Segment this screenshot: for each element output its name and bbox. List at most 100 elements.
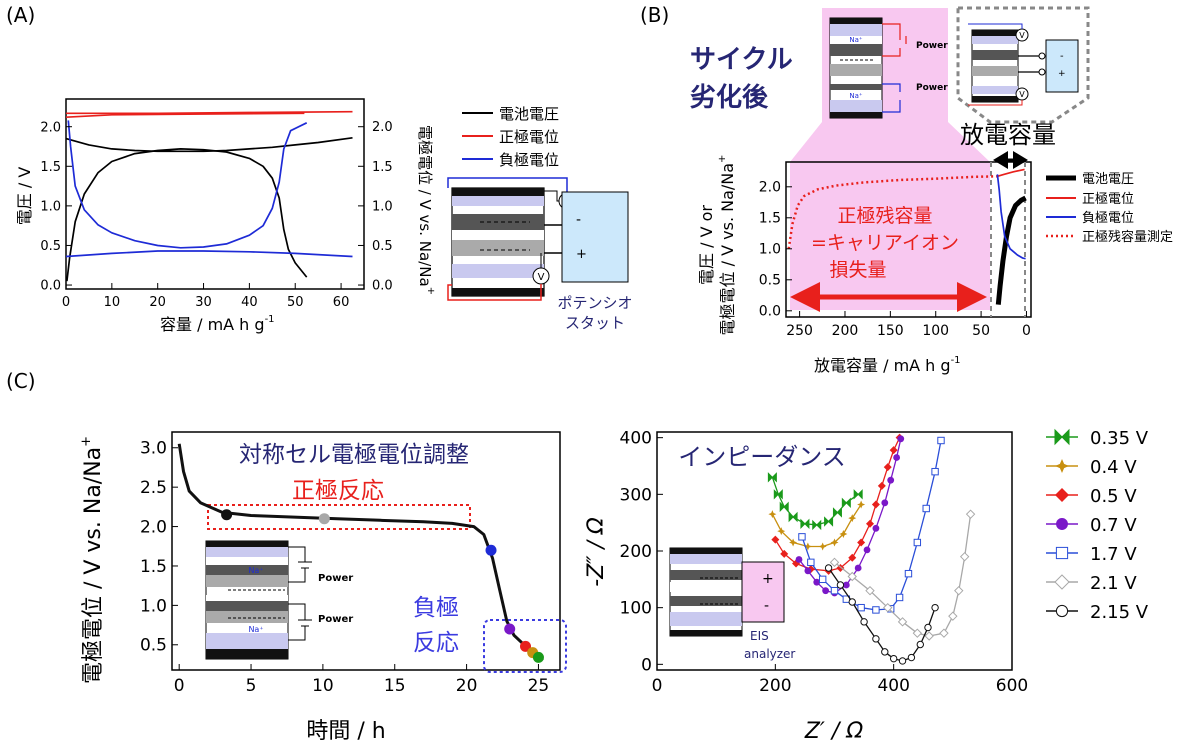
series-line-green (771, 477, 859, 526)
chart-a-frame (65, 98, 365, 290)
chart-c1-series (177, 443, 544, 663)
marker-point (504, 623, 516, 635)
series-line-black (65, 136, 353, 153)
svg-text:Na⁺: Na⁺ (248, 625, 263, 634)
y-tick-label: 2.5 (140, 478, 167, 498)
marker-point (532, 651, 544, 663)
panel-a-label: (A) (6, 3, 35, 27)
svg-text:V: V (1019, 90, 1025, 99)
y2-tick-label: 0.5 (372, 239, 393, 254)
chart-a-y2-ticks: 0.0 0.5 1.0 1.5 2.0 (358, 120, 393, 294)
x-tick-label: 60 (333, 295, 350, 310)
marker-point (848, 598, 856, 606)
chart-b-legend: 電池電圧 正極電位 負極電位 正極残容量測定 (1046, 172, 1173, 245)
chart-b-y-ticks: 0.0 0.5 1.0 1.5 2.0 (759, 180, 792, 320)
marker-point (877, 481, 886, 490)
marker-point (824, 564, 833, 572)
marker-point (931, 467, 939, 476)
legend-b-anode: 負極電位 (1082, 210, 1134, 226)
chart-a-ylabel: 電圧 / V (15, 167, 34, 226)
svg-text:Power: Power (916, 41, 948, 51)
chart-b-frame (785, 161, 1032, 318)
x-tick-label: 20 (456, 676, 478, 696)
marker-point (860, 618, 868, 626)
y-tick-label: 0.5 (759, 273, 781, 289)
chart-c2-plot: インピーダンス 0 200 400 600 0 100 200 300 400 (620, 429, 1029, 696)
marker-point (773, 489, 783, 500)
marker-point (912, 628, 923, 638)
eis-analyzer-label: EIS (750, 629, 769, 643)
x-tick-label: 200 (759, 676, 791, 696)
chart-b-xlabel: 放電容量 / mA h g-1 (814, 355, 961, 375)
x-tick-label: 15 (384, 676, 406, 696)
marker-point (830, 538, 839, 547)
chart-b-series (787, 168, 1027, 305)
discharge-capacity-label: 放電容量 (960, 121, 1056, 149)
marker-point (807, 558, 815, 567)
marker-point (800, 518, 810, 530)
chart-a-legend: 電池電圧 正極電位 負極電位 (462, 105, 559, 169)
marker-point (883, 602, 893, 613)
y-tick-label: 0 (641, 655, 652, 675)
y2-tick-label: 1.0 (372, 199, 393, 214)
y-tick-label: 200 (620, 542, 652, 562)
symmetric-cell-schematic-c: Na⁺ Na⁺ Power Power (205, 540, 353, 660)
eis-cell-schematic: + - EIS analyzer (669, 547, 795, 661)
marker-point (1055, 488, 1069, 502)
chart-c2-legend: 0.35 V 0.4 V 0.5 V 0.7 V 1.7 V 2.1 V 2.15 V (1046, 428, 1149, 623)
marker-point (1054, 428, 1070, 446)
potential-curve (177, 443, 544, 662)
marker-point (881, 499, 889, 507)
marker-point (839, 530, 848, 538)
marker-point (881, 648, 889, 656)
marker-point (913, 538, 922, 547)
chart-c1-plot: 対称セル電極電位調整 正極反応 負極 反応 0 5 10 15 20 25 0.5 1.0 1… (140, 431, 567, 696)
marker-point (922, 504, 930, 513)
svg-text:Power: Power (318, 614, 353, 625)
y-tick-label: 2.0 (759, 180, 781, 196)
marker-point (853, 489, 863, 500)
cathode-region-box (207, 504, 471, 530)
y-tick-label: 2.0 (140, 518, 167, 538)
marker-point (1055, 604, 1069, 618)
y-tick-label: 0.5 (140, 636, 167, 656)
y-tick-label: 3.0 (140, 439, 167, 459)
svg-text:V: V (1019, 31, 1025, 40)
svg-text:Na⁺: Na⁺ (849, 92, 863, 100)
marker-point (779, 501, 789, 513)
marker-point (795, 556, 803, 563)
marker-point (777, 527, 786, 536)
legend-b-cell-voltage: 電池電圧 (1082, 172, 1134, 187)
marker-point (854, 564, 862, 572)
y-tick-label: 0.0 (759, 304, 781, 320)
marker-point (948, 611, 958, 621)
legend-a-cell-voltage: 電池電圧 (499, 105, 559, 123)
marker-point (857, 603, 865, 612)
y-tick-label: 400 (620, 429, 652, 449)
chart-a-y-ticks: 0.0 0.5 1.0 1.5 2.0 (40, 120, 72, 294)
marker-point (883, 463, 892, 472)
y-tick-label: 1.5 (40, 160, 61, 175)
marker-point (767, 472, 777, 483)
marker-point (872, 606, 880, 614)
three-electrode-schematic-b: V V - + (956, 6, 1090, 124)
marker-point (485, 544, 497, 556)
y-tick-label: 2.0 (40, 120, 61, 135)
marker-point (857, 500, 866, 509)
series-line-blue (67, 120, 308, 249)
marker-point (889, 654, 898, 663)
marker-point (866, 519, 874, 528)
chart-c1-y-ticks: 0.5 1.0 1.5 2.0 2.5 3.0 (140, 439, 178, 656)
series-line-red (787, 175, 998, 249)
chart-c2-ylabel: -Z″ / Ω (584, 517, 609, 587)
marker-point (771, 535, 780, 544)
chart-c1-xlabel: 時間 / h (306, 719, 385, 744)
marker-point (788, 511, 798, 523)
residual-capacity-annotation-2: =キャリアイオン (811, 232, 959, 254)
legend-label: 0.7 V (1090, 515, 1137, 536)
marker-point (907, 653, 916, 662)
x-tick-label: 50 (287, 295, 304, 310)
chart-c2-series (767, 433, 976, 665)
series-line-grey (834, 514, 972, 637)
svg-text:-: - (764, 598, 769, 614)
